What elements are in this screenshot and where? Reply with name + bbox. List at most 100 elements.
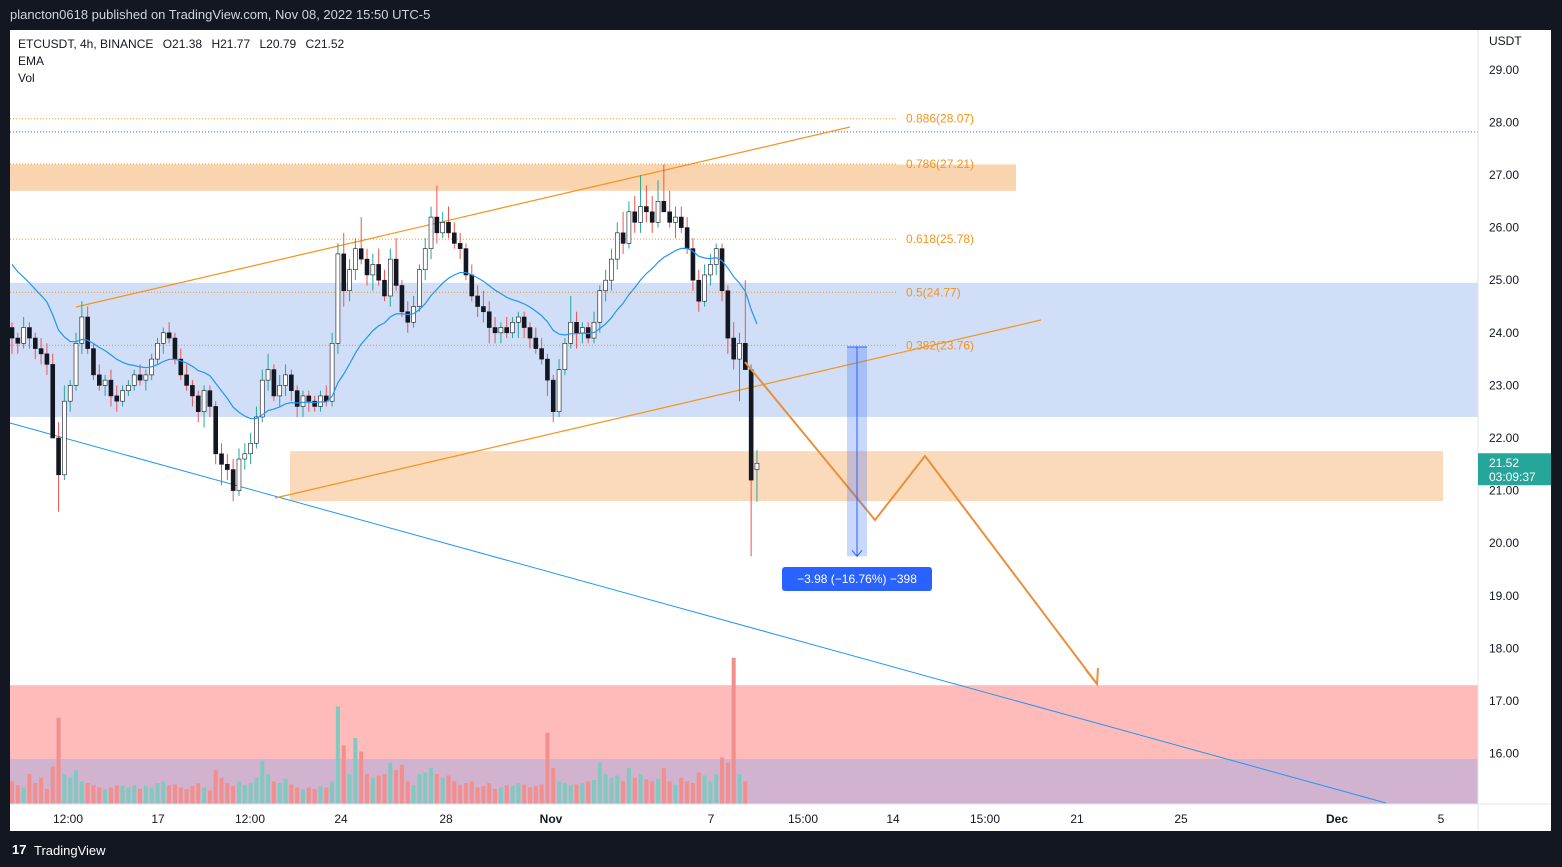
- volume-bar: [388, 762, 393, 804]
- candle-body: [44, 353, 50, 365]
- price-tick-label: 21.00: [1489, 484, 1519, 498]
- volume-bar: [248, 783, 253, 804]
- candle-body: [574, 321, 579, 334]
- candle-body: [259, 379, 265, 418]
- volume-bar: [522, 784, 527, 804]
- candle-body: [545, 358, 550, 381]
- candle-body: [481, 306, 486, 313]
- candle-body: [91, 348, 96, 376]
- volume-bar: [260, 760, 265, 804]
- candle-body: [393, 258, 399, 286]
- symbol-label[interactable]: ETCUSDT, 4h, BINANCE: [18, 37, 154, 51]
- candle-body: [353, 248, 358, 270]
- price-tick-label: 26.00: [1489, 221, 1519, 235]
- candle-body: [219, 453, 224, 465]
- candle-body: [370, 264, 376, 276]
- ema-indicator-label[interactable]: EMA: [18, 54, 45, 68]
- volume-bar: [44, 789, 49, 804]
- drawings-layer: −3.98 (−16.76%) −398: [744, 346, 1099, 687]
- countdown-label: 03:09:37: [1489, 470, 1536, 484]
- volume-bar: [295, 787, 300, 804]
- time-tick-label: Dec: [1326, 812, 1348, 826]
- candle-body: [265, 369, 271, 381]
- ema-line: [11, 247, 758, 420]
- candle-body: [440, 222, 445, 234]
- volume-bar: [301, 789, 305, 804]
- time-tick-label: 17: [151, 812, 165, 826]
- volume-bar: [330, 781, 335, 804]
- candle-body: [50, 364, 56, 439]
- volume-bar: [312, 789, 317, 804]
- candle-body: [172, 337, 178, 360]
- candle-body: [510, 321, 515, 334]
- candle-body: [178, 358, 184, 376]
- candle-body: [568, 321, 574, 344]
- volume-bar: [202, 787, 207, 804]
- candle-body: [405, 311, 411, 323]
- volume-bar: [161, 781, 166, 804]
- vol-indicator-label[interactable]: Vol: [18, 71, 35, 85]
- volume-bar: [527, 787, 532, 804]
- candle-body: [655, 201, 661, 223]
- volume-bar: [353, 738, 358, 804]
- candle-body: [230, 469, 236, 491]
- candle-body: [446, 222, 451, 234]
- volume-bar: [207, 790, 212, 804]
- candle-body: [638, 206, 643, 223]
- volume-bar: [79, 781, 84, 804]
- measure-label-box: [782, 567, 932, 591]
- candle-body: [376, 264, 381, 281]
- price-axis-unit: USDT: [1489, 34, 1522, 48]
- volume-bar: [184, 789, 189, 804]
- candle-body: [114, 395, 120, 402]
- candle-body: [469, 274, 475, 297]
- volume-bar: [365, 774, 370, 804]
- volume-bar: [621, 781, 626, 804]
- candle-body: [131, 374, 137, 386]
- time-tick-label: 15:00: [788, 812, 818, 826]
- candle-body: [38, 348, 44, 355]
- volume-bar: [91, 785, 96, 804]
- close-value: C21.52: [305, 37, 345, 51]
- candle-body: [556, 369, 562, 412]
- candle-body: [498, 327, 504, 334]
- ema-layer: [11, 247, 758, 420]
- volume-bar: [539, 784, 544, 804]
- volume-bar: [626, 768, 631, 804]
- candle-body: [79, 316, 85, 344]
- candle-body: [242, 453, 248, 460]
- candle-body: [743, 343, 748, 370]
- tradingview-brand[interactable]: TradingView: [34, 843, 106, 858]
- volume-bar: [737, 774, 742, 804]
- volume-bar: [236, 781, 241, 804]
- tradingview-logo-icon[interactable]: 17: [12, 842, 27, 857]
- candle-body: [580, 327, 585, 334]
- candle-body: [120, 390, 125, 402]
- volume-bar: [714, 774, 719, 804]
- candle-body: [335, 253, 341, 344]
- volume-bar: [178, 787, 183, 804]
- volume-bar: [50, 766, 55, 804]
- volume-bar: [557, 781, 562, 804]
- volume-bar: [289, 784, 294, 804]
- volume-bar: [603, 774, 608, 804]
- price-tick-label: 24.00: [1489, 326, 1519, 340]
- candle-body: [300, 395, 306, 407]
- candle-body: [254, 416, 259, 444]
- candle-body: [184, 374, 189, 386]
- upper-channel-line: [75, 126, 851, 308]
- candle-body: [754, 462, 760, 470]
- volume-bar: [533, 786, 538, 804]
- candle-body: [632, 211, 638, 223]
- volume-bar: [120, 786, 125, 804]
- price-tick-label: 20.00: [1489, 536, 1519, 550]
- volume-bar: [335, 706, 340, 804]
- candle-body: [32, 337, 38, 349]
- volume-bar: [108, 787, 113, 804]
- lower-channel-line: [274, 319, 1042, 499]
- fib-label: 0.5(24.77): [906, 285, 961, 299]
- volume-bar: [196, 783, 201, 804]
- volume-bar: [62, 774, 67, 804]
- volume-bar: [574, 784, 579, 804]
